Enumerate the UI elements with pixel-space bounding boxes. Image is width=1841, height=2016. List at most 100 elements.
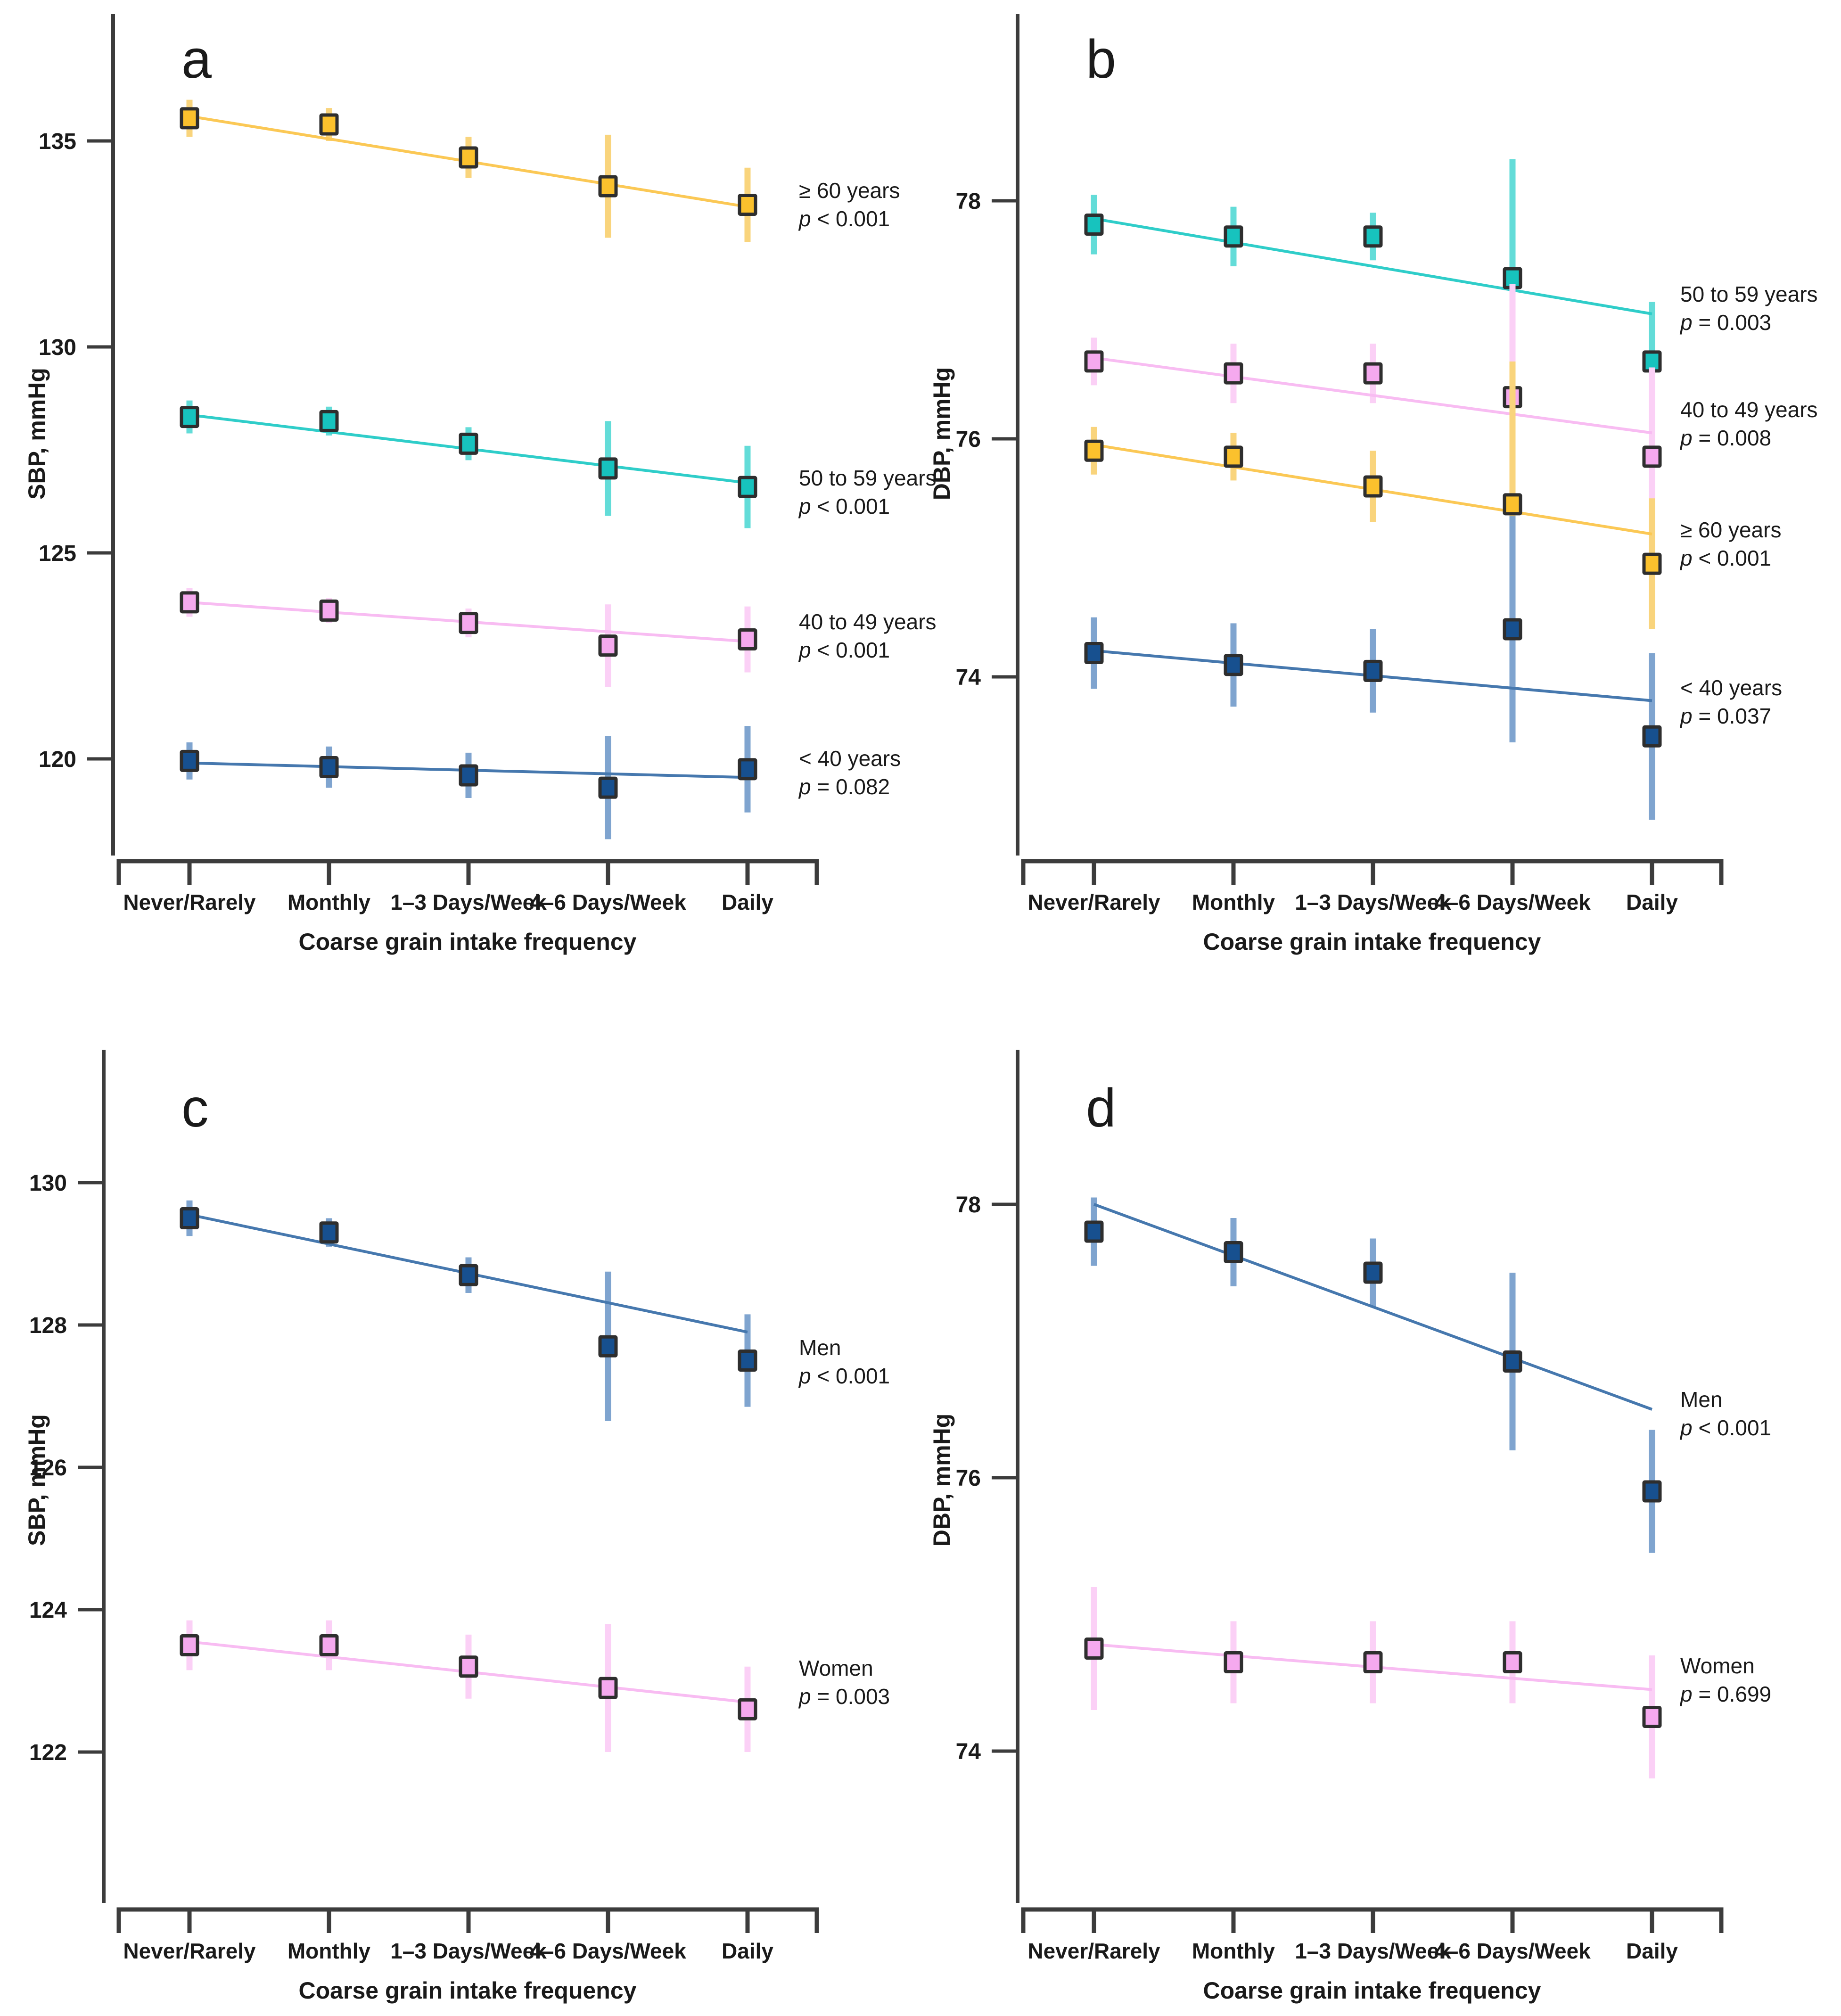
x-axis-title: Coarse grain intake frequency (299, 929, 637, 955)
y-axis-title: SBP, mmHg (24, 368, 50, 500)
x-tick-label: Monthly (1192, 1939, 1275, 1963)
data-point-marker (459, 432, 478, 455)
series-label: Men (1680, 1387, 1722, 1412)
data-point-marker (459, 1655, 478, 1678)
x-tick-label: Monthly (1192, 890, 1275, 914)
data-point-marker (180, 591, 199, 614)
data-point-marker (459, 146, 478, 169)
series-navy: < 40 years p = 0.082 (180, 726, 901, 839)
series-p-value: p < 0.001 (1679, 1415, 1771, 1440)
trend-line (1093, 1203, 1653, 1411)
data-point-marker (1642, 725, 1662, 748)
x-tick-label: Monthly (288, 890, 371, 914)
series-pink: 40 to 49 years p < 0.001 (180, 588, 937, 687)
data-point-marker (598, 1677, 618, 1699)
x-tick-label: Daily (722, 890, 773, 914)
panel-letter: c (181, 1078, 209, 1138)
series-label: < 40 years (799, 746, 901, 771)
data-point-marker (180, 749, 199, 772)
data-point-marker (1084, 1637, 1104, 1660)
data-point-marker (180, 406, 199, 428)
data-point-marker (738, 1698, 757, 1720)
series-p-value: p = 0.699 (1679, 1682, 1771, 1706)
y-axis-title: SBP, mmHg (24, 1414, 50, 1546)
x-tick-label: 4–6 Days/Week (530, 1939, 686, 1963)
data-point-marker (319, 1634, 339, 1656)
series-label: 40 to 49 years (1680, 397, 1818, 422)
data-point-marker (180, 1634, 199, 1656)
y-tick-label: 76 (956, 427, 981, 452)
series-p-value: p = 0.037 (1679, 704, 1771, 728)
panel-letter: d (1086, 1078, 1116, 1138)
x-tick-label: Daily (722, 1939, 773, 1963)
x-tick-label: 4–6 Days/Week (1434, 1939, 1591, 1963)
y-tick-label: 124 (29, 1598, 67, 1623)
data-point-marker (1224, 654, 1243, 676)
x-tick-label: 4–6 Days/Week (1434, 890, 1591, 914)
series-label: ≥ 60 years (799, 178, 900, 203)
series-label: 40 to 49 years (799, 609, 937, 634)
data-point-marker (738, 628, 757, 651)
data-point-marker (1084, 214, 1104, 236)
data-point-marker (459, 1264, 478, 1286)
x-axis-title: Coarse grain intake frequency (1203, 929, 1541, 955)
data-point-marker (1503, 1350, 1522, 1373)
data-point-marker (738, 193, 757, 216)
series-p-value: p < 0.001 (798, 1364, 890, 1388)
data-point-marker (1224, 1651, 1243, 1673)
data-point-marker (1503, 618, 1522, 641)
series-label: ≥ 60 years (1680, 518, 1781, 542)
data-point-marker (1084, 642, 1104, 664)
y-tick-label: 130 (39, 335, 76, 360)
panel-letter: a (181, 29, 212, 90)
x-tick-label: Monthly (288, 1939, 371, 1963)
series-navy: Men p < 0.001 (180, 1200, 890, 1421)
x-axis (116, 859, 819, 885)
data-point-marker (598, 1335, 618, 1358)
x-axis-title: Coarse grain intake frequency (299, 1977, 637, 2004)
data-point-marker (1363, 659, 1383, 682)
x-tick-label: Daily (1626, 890, 1678, 914)
data-point-marker (319, 756, 339, 778)
y-tick-label: 122 (29, 1740, 67, 1765)
series-label: 50 to 59 years (1680, 282, 1818, 306)
x-tick-label: Daily (1626, 1939, 1678, 1963)
data-point-marker (180, 1207, 199, 1229)
x-tick-label: 1–3 Days/Week (390, 890, 547, 914)
data-point-marker (1642, 1480, 1662, 1503)
y-axis-title: DBP, mmHg (929, 1414, 955, 1547)
data-point-marker (319, 1221, 339, 1244)
data-point-marker (738, 758, 757, 781)
y-tick-label: 76 (956, 1466, 981, 1491)
data-point-marker (598, 634, 618, 657)
data-point-marker (319, 599, 339, 622)
data-point-marker (459, 612, 478, 634)
data-point-marker (180, 107, 199, 130)
series-p-value: p < 0.001 (798, 638, 890, 662)
x-tick-label: Never/Rarely (123, 890, 256, 914)
data-point-marker (1084, 1220, 1104, 1243)
x-tick-label: 4–6 Days/Week (530, 890, 686, 914)
x-axis (116, 1907, 819, 1933)
series-label: Women (799, 1656, 873, 1680)
data-point-marker (598, 457, 618, 480)
panel-b: 78 76 74 DBP, mmHg Never/Rarely Monthly 1–3 Da… (929, 14, 1818, 955)
y-tick-label: 130 (29, 1171, 67, 1196)
y-tick-label: 74 (956, 665, 981, 690)
data-point-marker (1363, 1261, 1383, 1284)
panel-letter: b (1086, 29, 1116, 90)
data-point-marker (1224, 445, 1243, 468)
series-yellow: ≥ 60 years p < 0.001 (180, 99, 900, 242)
trend-line (1093, 356, 1652, 435)
y-tick-label: 120 (39, 747, 76, 772)
series-label: Women (1680, 1654, 1755, 1678)
series-navy: < 40 years p = 0.037 (1084, 516, 1782, 820)
data-point-marker (598, 175, 618, 197)
trend-line (1093, 217, 1652, 315)
x-tick-label: 1–3 Days/Week (1295, 1939, 1451, 1963)
data-point-marker (1503, 493, 1522, 516)
y-tick-label: 78 (956, 189, 981, 214)
series-p-value: p = 0.003 (798, 1684, 890, 1709)
